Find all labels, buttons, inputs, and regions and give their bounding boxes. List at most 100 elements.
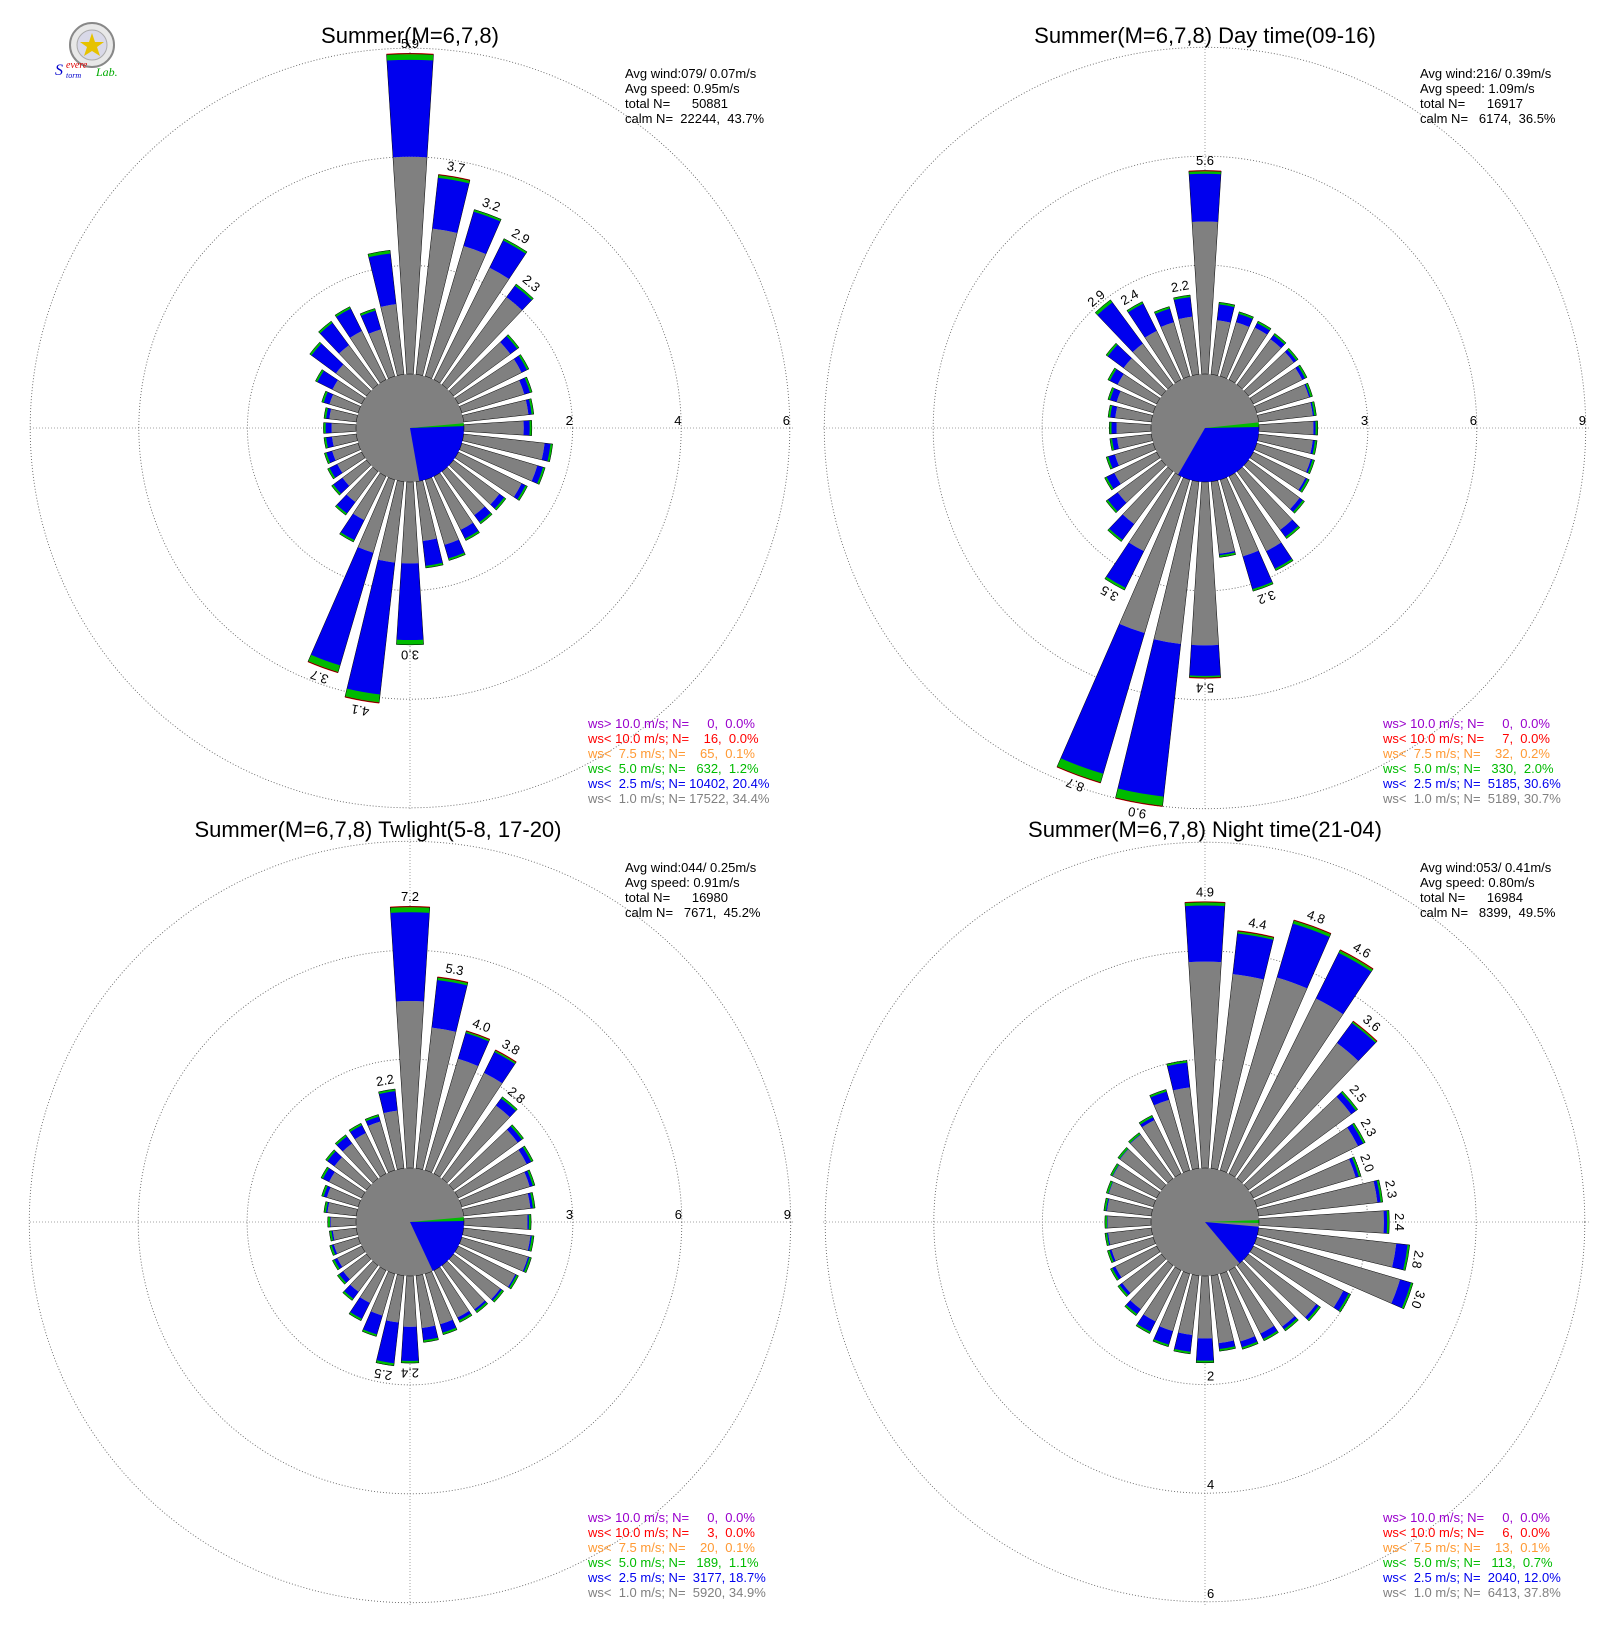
- bar-dir-90-outline: [1258, 1210, 1390, 1234]
- bar-dir-10-gray: [416, 228, 458, 376]
- bar-dir-190-outline: [344, 480, 405, 704]
- bar-dir-200-blue: [362, 1311, 383, 1337]
- stats-line-2: Avg speed: 0.91m/s: [625, 875, 740, 890]
- bar-dir-300-green: [1107, 367, 1117, 381]
- bar-dir-190-red: [1115, 797, 1163, 807]
- bar-dir-150-green: [464, 530, 480, 541]
- bar-dir-100-green: [547, 443, 553, 462]
- bar-dir-260-outline: [1109, 433, 1153, 451]
- bar-dir-240-green: [332, 1259, 340, 1270]
- bar-dir-60-outline: [1249, 364, 1308, 405]
- bar-dir-160-outline: [1219, 477, 1274, 592]
- legend-entry-6: ws< 1.0 m/s; N= 5920, 34.9%: [587, 1585, 766, 1600]
- bar-dir-310-green: [1106, 343, 1118, 357]
- bar-dir-230-outline: [1105, 459, 1167, 514]
- bar-dir-180-outline: [1195, 1275, 1215, 1364]
- bar-dir-0-gray: [1192, 221, 1218, 375]
- bar-dir-80-green: [1376, 1179, 1383, 1203]
- bar-dir-80-gray: [1257, 402, 1313, 422]
- bar-dir-260-green: [1109, 438, 1115, 451]
- bar-dir-70-outline: [1254, 1156, 1362, 1208]
- bar-dir-290-outline: [1106, 1180, 1156, 1208]
- bar-dir-350-gray: [1178, 316, 1199, 376]
- bar-label-dir-190: 2.5: [373, 1366, 393, 1384]
- bar-dir-70-gray: [459, 380, 525, 413]
- bar-label-dir-180: 5.4: [1196, 681, 1214, 696]
- bar-dir-210-gray: [1128, 472, 1181, 552]
- bar-label-dir-10: 3.7: [446, 158, 466, 176]
- bar-dir-280-green: [323, 407, 328, 419]
- bar-dir-110-outline: [1254, 1236, 1414, 1310]
- bar-dir-140-gray: [442, 1261, 485, 1310]
- bar-dir-70-gray: [1254, 1159, 1356, 1207]
- bar-dir-120-outline: [454, 1245, 519, 1290]
- bar-dir-70-green: [524, 377, 533, 393]
- bar-dir-0-blue: [1184, 901, 1226, 963]
- bar-dir-340-outline: [1153, 306, 1191, 379]
- bar-dir-170-outline: [415, 1274, 439, 1343]
- bar-dir-160-green: [448, 552, 466, 561]
- bar-dir-220-green: [1124, 1304, 1138, 1316]
- panel-title: Summer(M=6,7,8) Night time(21-04): [1028, 817, 1382, 842]
- bar-dir-10-blue: [1217, 302, 1235, 323]
- bar-dir-290-outline: [321, 390, 361, 414]
- bar-dir-200-outline: [1152, 1271, 1191, 1348]
- bar-dir-340-blue: [360, 308, 381, 334]
- bar-dir-340-blue: [365, 1114, 381, 1126]
- bar-dir-150-gray: [1229, 1266, 1274, 1334]
- bar-dir-50-blue: [1284, 348, 1299, 363]
- bar-dir-320-gray: [339, 345, 378, 389]
- bar-dir-330-gray: [1144, 330, 1181, 384]
- bar-dir-110-green: [537, 467, 546, 485]
- stats-line-4: calm N= 6174, 36.5%: [1420, 111, 1556, 126]
- bar-dir-130-blue: [490, 493, 506, 511]
- bar-dir-130-green: [494, 497, 506, 511]
- bar-dir-310-gray: [1120, 1149, 1166, 1190]
- bar-dir-200-blue: [307, 547, 374, 673]
- bar-dir-220-outline: [334, 466, 379, 516]
- bar-label-dir-70: 2.0: [1357, 1152, 1377, 1174]
- bar-dir-110-outline: [459, 442, 546, 485]
- bar-dir-290-outline: [321, 1184, 361, 1208]
- bar-dir-120-green: [1300, 478, 1310, 493]
- bar-dir-260-outline: [323, 433, 358, 449]
- bar-dir-30-green: [494, 1050, 517, 1064]
- bar-dir-280-outline: [1103, 1197, 1153, 1217]
- bar-dir-20-outline: [1219, 311, 1254, 379]
- bar-dir-10-gray: [1211, 320, 1231, 376]
- bar-dir-140-gray: [1237, 467, 1293, 530]
- bar-dir-220-green: [335, 504, 348, 516]
- bar-dir-120-gray: [454, 1246, 516, 1288]
- bar-dir-70-gray: [459, 1172, 530, 1207]
- ring-label: 6: [783, 413, 790, 428]
- bar-dir-0-gray: [392, 156, 428, 375]
- bar-dir-220-outline: [342, 1260, 379, 1301]
- bar-dir-90-gray: [463, 420, 524, 436]
- bar-label-dir-0: 7.2: [401, 889, 419, 904]
- bar-dir-50-green: [510, 1124, 524, 1140]
- legend-entry-5: ws< 2.5 m/s; N= 2040, 12.0%: [1382, 1570, 1561, 1585]
- bar-dir-190-gray: [378, 480, 404, 563]
- bar-dir-330-green: [348, 1123, 362, 1132]
- bar-dir-250-gray: [1111, 1237, 1156, 1262]
- bar-dir-60-blue: [518, 1145, 534, 1165]
- bar-dir-140-outline: [441, 1260, 489, 1314]
- bar-dir-330-green: [1126, 301, 1144, 313]
- bar-dir-180-blue: [401, 1326, 419, 1364]
- ring-label: 3: [566, 1207, 573, 1222]
- bar-dir-200-outline: [361, 1271, 396, 1337]
- bar-dir-340-gray: [1154, 1099, 1190, 1173]
- bar-dir-40-outline: [441, 1096, 518, 1184]
- bar-dir-250-green: [324, 452, 331, 464]
- bar-dir-30-blue: [489, 238, 528, 279]
- bar-dir-0-outline: [1188, 170, 1222, 375]
- bar-dir-50-gray: [449, 1129, 518, 1190]
- bar-dir-0-red: [1184, 901, 1226, 904]
- bar-dir-110-gray: [1254, 443, 1311, 473]
- bar-dir-150-outline: [433, 472, 480, 541]
- bar-dir-350-blue: [367, 250, 397, 307]
- bar-dir-130-gray: [449, 1254, 501, 1300]
- bar-dir-210-gray: [360, 1266, 386, 1303]
- bar-dir-70-outline: [459, 1169, 536, 1208]
